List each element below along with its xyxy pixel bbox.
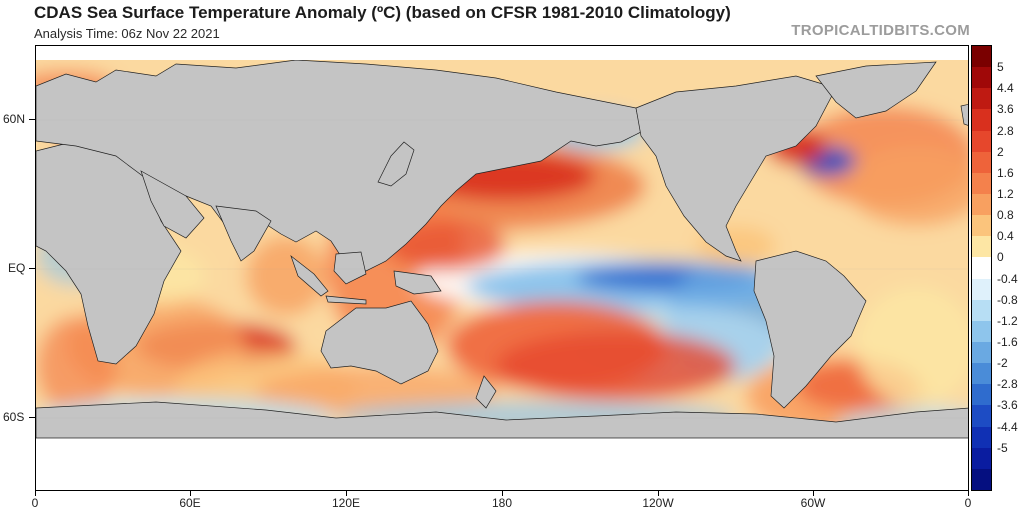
new-guinea-land	[393, 270, 442, 295]
new-zealand-land	[475, 375, 497, 409]
tick-eq	[29, 268, 35, 269]
java-land	[325, 295, 367, 305]
colorbar-segment	[972, 468, 991, 491]
colorbar-tick-label: 5	[997, 60, 1004, 75]
colorbar-segment	[972, 46, 991, 68]
colorbar-segment	[972, 426, 991, 449]
colorbar-tick-label: 3.6	[997, 102, 1014, 117]
south-america-land	[753, 250, 867, 409]
anomaly-blob	[496, 331, 736, 401]
greenland-land	[815, 61, 937, 119]
colorbar-tick-label: 1.2	[997, 187, 1014, 201]
antarctica-land	[36, 438, 968, 490]
land-masses	[36, 59, 968, 490]
colorbar-segment	[972, 130, 991, 153]
colorbar-tick-label: -1.6	[997, 335, 1018, 349]
lon-label-60e: 60E	[179, 496, 201, 510]
colorbar-segment	[972, 172, 991, 195]
colorbar-tick-label: -4.4	[997, 419, 1018, 434]
tick-lon-0	[35, 491, 36, 496]
sst-anomaly-map	[35, 45, 969, 491]
tick-60s	[29, 417, 35, 418]
india-land	[215, 205, 272, 262]
anomaly-blob	[246, 236, 326, 316]
colorbar-segment	[972, 384, 991, 406]
lat-label-60n: 60N	[3, 112, 26, 126]
colorbar-tick-label: 0	[997, 250, 1004, 265]
sumatra-land	[290, 254, 329, 297]
colorbar-tick-label: 0.4	[997, 229, 1014, 244]
anomaly-blob	[856, 286, 968, 406]
lon-label-60w: 60W	[800, 496, 826, 510]
arctic-ice	[36, 46, 968, 60]
colorbar-tick-label: 2.8	[997, 123, 1014, 138]
lon-label-120e: 120E	[331, 496, 361, 510]
tick-lon-0-end	[968, 491, 969, 496]
colorbar	[971, 45, 992, 491]
colorbar-segment	[972, 151, 991, 174]
map-title: CDAS Sea Surface Temperature Anomaly (ºC…	[34, 3, 731, 22]
colorbar-segment	[972, 447, 991, 470]
colorbar-segment	[972, 320, 991, 343]
colorbar-tick-label: -5	[997, 440, 1008, 455]
lon-label-0-end: 0	[964, 496, 972, 510]
tick-lon-60w	[813, 491, 814, 496]
tick-60n	[29, 119, 35, 120]
colorbar-segment	[972, 215, 991, 237]
colorbar-tick-label: 0.8	[997, 208, 1014, 223]
colorbar-segment	[972, 194, 991, 216]
colorbar-tick-label: 4.4	[997, 81, 1014, 96]
australia-land	[320, 300, 439, 385]
borneo-land	[333, 251, 367, 285]
graticule	[36, 119, 968, 419]
lon-label-180: 180	[491, 496, 513, 510]
colorbar-tick-label: 2	[997, 144, 1004, 159]
tick-lon-120w	[658, 491, 659, 496]
japan-land	[377, 141, 415, 187]
lon-label-0: 0	[31, 496, 39, 510]
colorbar-segment	[972, 67, 991, 89]
colorbar-tick-label: -2.8	[997, 377, 1018, 392]
lon-label-120w: 120W	[642, 496, 674, 510]
colorbar-segment	[972, 278, 991, 301]
colorbar-tick-label: -1.2	[997, 313, 1018, 328]
colorbar-segment	[972, 342, 991, 364]
colorbar-tick-label: 1.6	[997, 165, 1014, 180]
tick-lon-120e	[346, 491, 347, 496]
colorbar-segment	[972, 405, 991, 428]
site-credit: TROPICALTIDBITS.COM	[791, 22, 970, 39]
colorbar-segment	[972, 109, 991, 132]
colorbar-tick-label: -0.4	[997, 271, 1018, 286]
map-canvas	[36, 46, 968, 490]
antarctic-ice-edge	[36, 401, 968, 439]
colorbar-segment	[972, 236, 991, 258]
eurasia-land	[36, 59, 642, 272]
north-america-land	[635, 75, 837, 262]
arabia-land	[140, 170, 205, 239]
analysis-time: Analysis Time: 06z Nov 22 2021	[34, 26, 220, 41]
colorbar-segment	[972, 257, 991, 280]
colorbar-tick-label: -3.6	[997, 398, 1018, 413]
colorbar-tick-label: -0.8	[997, 292, 1018, 307]
uk-land	[960, 104, 968, 126]
colorbar-segment	[972, 299, 991, 322]
lat-label-eq: EQ	[8, 261, 26, 275]
colorbar-segment	[972, 88, 991, 110]
colorbar-tick-label: -2	[997, 356, 1008, 371]
colorbar-segment	[972, 363, 991, 385]
tick-lon-180	[502, 491, 503, 496]
anomaly-blob	[846, 146, 968, 226]
lat-label-60s: 60S	[3, 410, 25, 424]
tick-lon-60e	[190, 491, 191, 496]
